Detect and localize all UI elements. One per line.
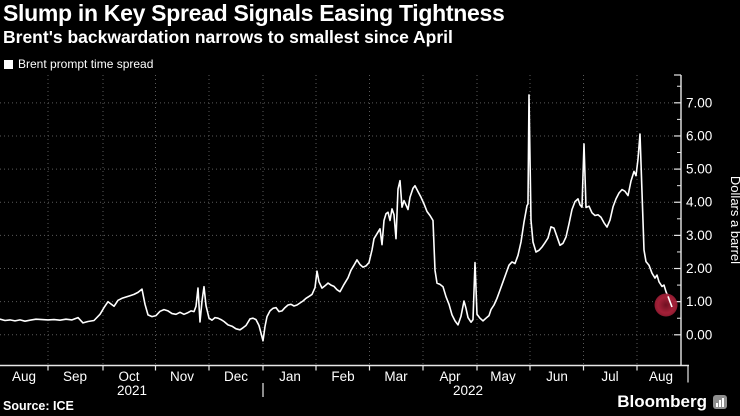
bloomberg-text: Bloomberg	[617, 392, 707, 411]
bloomberg-logo-icon	[713, 395, 727, 409]
month-label: Jan	[279, 369, 301, 384]
legend: Brent prompt time spread	[4, 57, 153, 71]
y-tick-label: 5.00	[686, 162, 712, 177]
legend-swatch-icon	[4, 59, 13, 69]
series-line-tail	[667, 296, 673, 308]
month-label: May	[490, 369, 516, 384]
month-label: Jul	[601, 369, 618, 384]
month-label: Aug	[649, 369, 673, 384]
month-label: Apr	[439, 369, 461, 384]
y-tick-label: 4.00	[686, 195, 712, 210]
last-point-marker	[654, 293, 678, 317]
headline: Slump in Key Spread Signals Easing Tight…	[3, 0, 505, 26]
y-tick-label: 1.00	[686, 294, 712, 309]
month-label: Mar	[384, 369, 408, 384]
bloomberg-wordmark: Bloomberg	[617, 392, 727, 412]
y-tick-label: 7.00	[686, 95, 712, 110]
y-tick-label: 3.00	[686, 228, 712, 243]
source-label: Source: ICE	[3, 399, 74, 413]
month-label: Dec	[224, 369, 248, 384]
month-label: Jun	[546, 369, 568, 384]
month-label: Aug	[12, 369, 36, 384]
month-label: Nov	[170, 369, 194, 384]
legend-label: Brent prompt time spread	[18, 57, 154, 71]
month-label: Oct	[118, 369, 139, 384]
series-line	[0, 94, 673, 342]
y-tick-label: 6.00	[686, 128, 712, 143]
y-axis-title: Dollars a barrel	[728, 176, 740, 264]
month-label: Sep	[63, 369, 87, 384]
y-tick-label: 0.00	[686, 327, 712, 342]
month-label: Feb	[331, 369, 354, 384]
subheadline: Brent's backwardation narrows to smalles…	[3, 27, 453, 47]
year-label: 2021	[117, 383, 147, 398]
y-tick-label: 2.00	[686, 261, 712, 276]
year-label: 2022	[453, 383, 483, 398]
